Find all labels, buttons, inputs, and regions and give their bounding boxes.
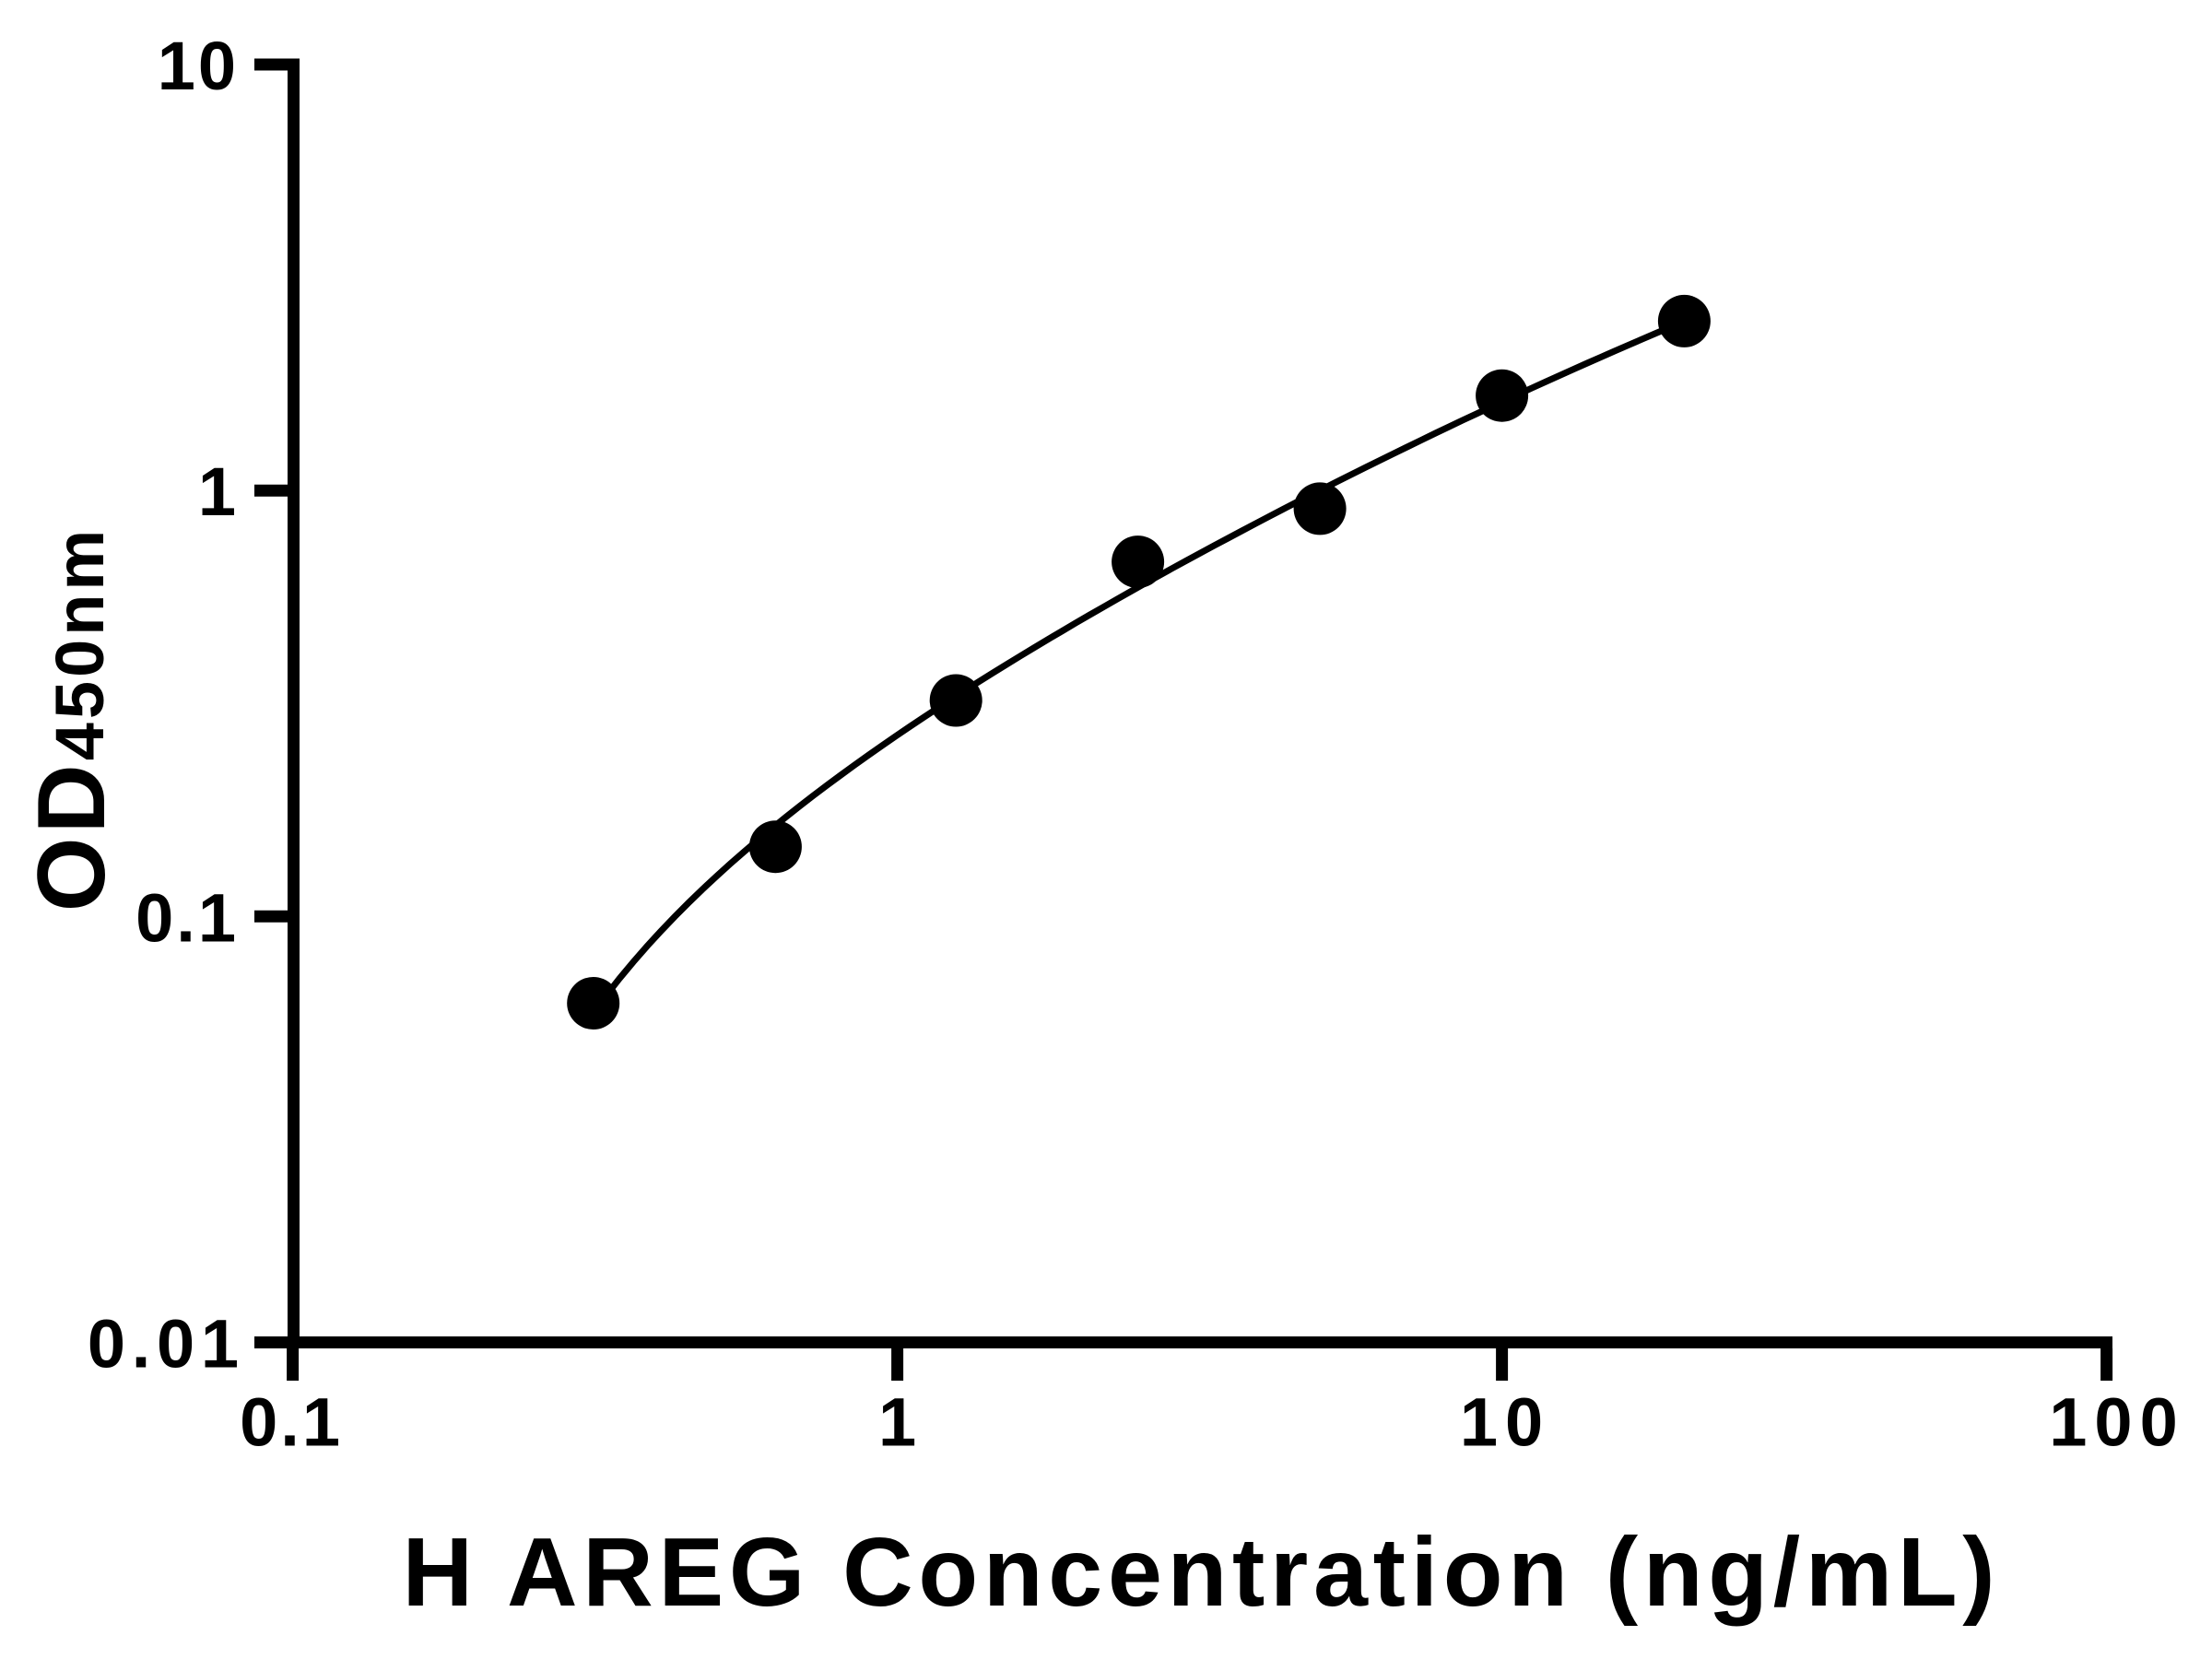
svg-text:H AREG Concentration (ng/mL): H AREG Concentration (ng/mL) <box>402 1518 2000 1627</box>
svg-text:10: 10 <box>158 28 239 104</box>
svg-text:0.1: 0.1 <box>240 1384 343 1461</box>
svg-text:1: 1 <box>878 1384 919 1461</box>
svg-text:10: 10 <box>1460 1384 1550 1461</box>
svg-text:0.01: 0.01 <box>88 1306 245 1382</box>
svg-text:0.1: 0.1 <box>135 879 239 956</box>
svg-text:1: 1 <box>198 453 239 530</box>
svg-text:100: 100 <box>2049 1384 2184 1461</box>
